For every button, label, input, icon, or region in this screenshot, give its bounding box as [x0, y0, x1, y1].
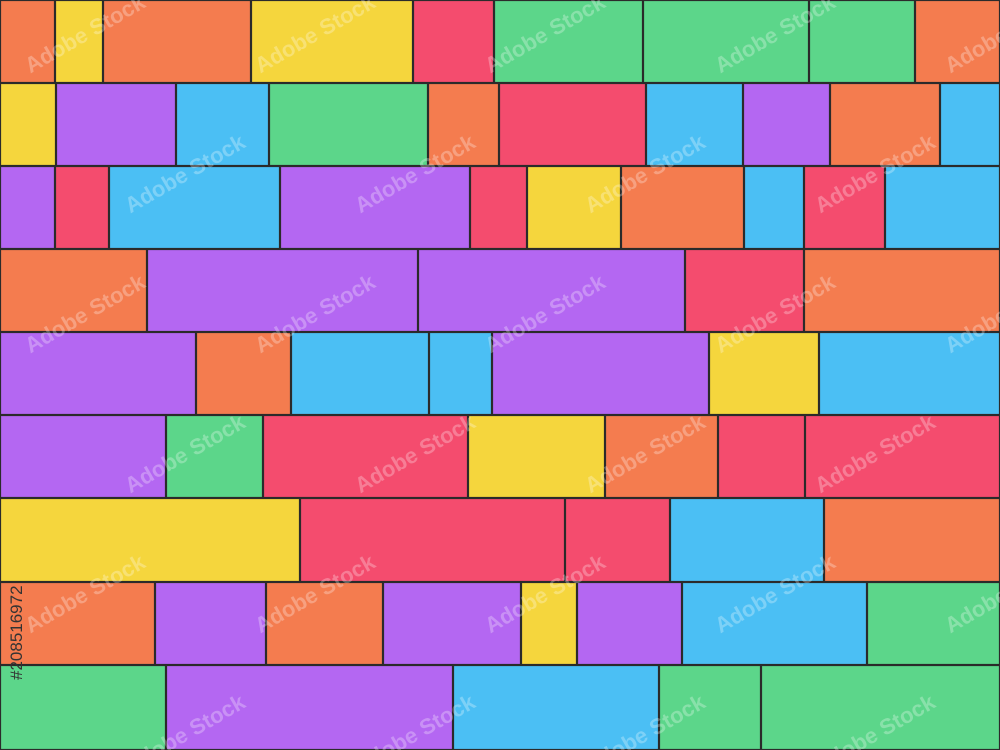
brick	[175, 82, 270, 167]
brick	[866, 581, 1000, 666]
brick	[417, 248, 686, 333]
brick	[262, 414, 469, 499]
brick	[154, 581, 267, 666]
brick	[268, 82, 429, 167]
brick	[427, 82, 500, 167]
brick	[279, 165, 471, 250]
brick	[823, 497, 1000, 583]
brick	[645, 82, 744, 167]
brick	[829, 82, 941, 167]
brick	[0, 497, 301, 583]
brick	[564, 497, 671, 583]
brick	[0, 0, 56, 84]
brick	[742, 82, 831, 167]
brick	[412, 0, 495, 84]
brick	[520, 581, 578, 666]
brick	[642, 0, 810, 84]
brick	[102, 0, 252, 84]
brick	[146, 248, 419, 333]
brick	[0, 331, 197, 416]
brick	[469, 165, 528, 250]
brick	[493, 0, 644, 84]
brick	[884, 165, 1000, 250]
brick	[914, 0, 1000, 84]
brick	[939, 82, 1000, 167]
brick	[498, 82, 647, 167]
brick	[804, 414, 1000, 499]
brick	[290, 331, 430, 416]
brick	[265, 581, 384, 666]
brick	[717, 414, 806, 499]
brick	[165, 414, 264, 499]
brick	[684, 248, 805, 333]
brick	[808, 0, 916, 84]
brick	[250, 0, 414, 84]
brick	[467, 414, 606, 499]
brick	[452, 664, 660, 750]
brick	[55, 82, 177, 167]
brick	[620, 165, 745, 250]
brick	[54, 0, 104, 84]
brick	[195, 331, 292, 416]
brick	[108, 165, 281, 250]
brick	[669, 497, 825, 583]
brick	[681, 581, 868, 666]
brick	[0, 82, 57, 167]
brick	[299, 497, 566, 583]
brick	[0, 581, 156, 666]
brick	[803, 165, 886, 250]
brick	[428, 331, 493, 416]
brick	[604, 414, 719, 499]
brick	[526, 165, 622, 250]
brick	[382, 581, 522, 666]
image-id: #208516972	[7, 585, 26, 680]
brick	[743, 165, 805, 250]
brick	[0, 165, 56, 250]
brick	[491, 331, 710, 416]
brick	[658, 664, 762, 750]
brick	[0, 414, 167, 499]
brick	[708, 331, 820, 416]
brick	[0, 248, 148, 333]
brick	[165, 664, 454, 750]
brick	[54, 165, 110, 250]
brick	[803, 248, 1000, 333]
brick	[576, 581, 683, 666]
brick	[760, 664, 1000, 750]
